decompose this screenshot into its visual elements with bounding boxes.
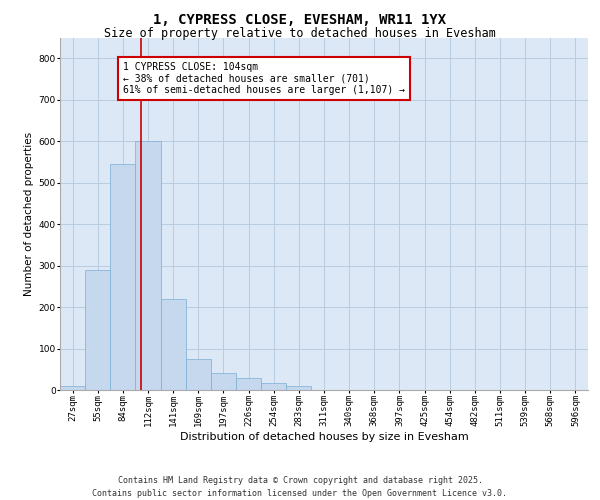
Bar — [60, 386, 85, 390]
Bar — [85, 270, 110, 390]
X-axis label: Distribution of detached houses by size in Evesham: Distribution of detached houses by size … — [179, 432, 469, 442]
Text: 1 CYPRESS CLOSE: 104sqm
← 38% of detached houses are smaller (701)
61% of semi-d: 1 CYPRESS CLOSE: 104sqm ← 38% of detache… — [124, 62, 406, 96]
Text: 1, CYPRESS CLOSE, EVESHAM, WR11 1YX: 1, CYPRESS CLOSE, EVESHAM, WR11 1YX — [154, 12, 446, 26]
Bar — [161, 299, 186, 390]
Bar — [261, 384, 286, 390]
Text: Contains HM Land Registry data © Crown copyright and database right 2025.
Contai: Contains HM Land Registry data © Crown c… — [92, 476, 508, 498]
Y-axis label: Number of detached properties: Number of detached properties — [25, 132, 34, 296]
Bar — [286, 386, 311, 390]
Bar — [136, 141, 161, 390]
Bar — [186, 359, 211, 390]
Bar — [211, 374, 236, 390]
Bar — [110, 164, 136, 390]
Text: Size of property relative to detached houses in Evesham: Size of property relative to detached ho… — [104, 28, 496, 40]
Bar — [236, 378, 261, 390]
